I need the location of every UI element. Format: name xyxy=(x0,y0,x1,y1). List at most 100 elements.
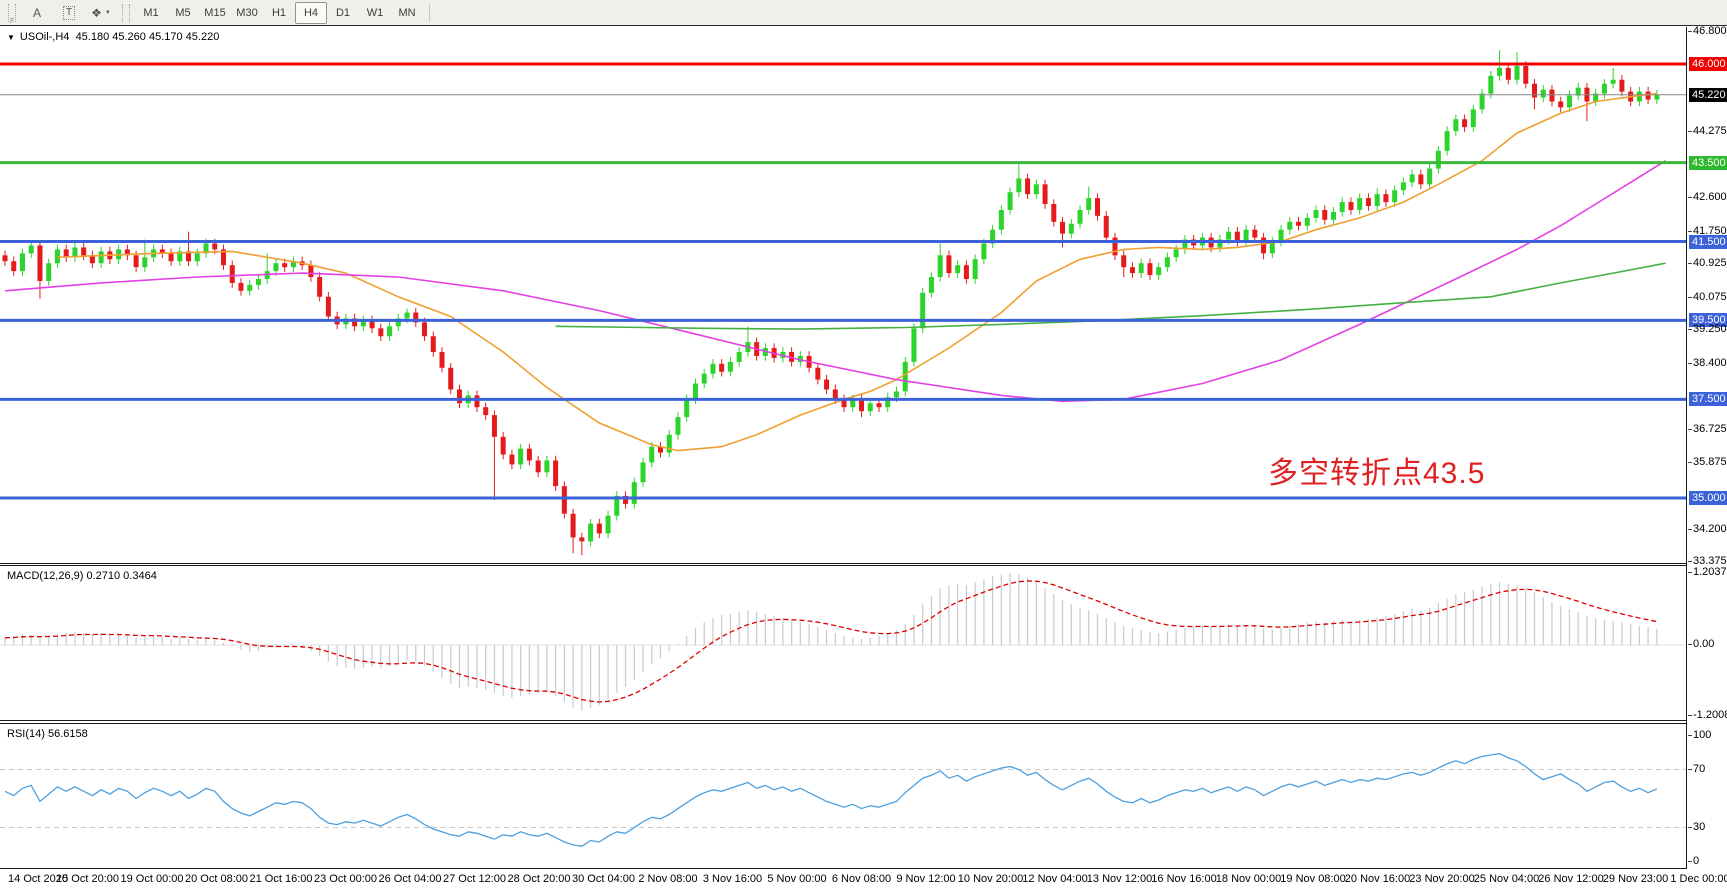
price-label-39.250: 39.250 xyxy=(1688,323,1727,336)
timeframe-button-w1[interactable]: W1 xyxy=(366,6,384,19)
main-chart-plot[interactable]: ▼ USOil-,H4 45.180 45.260 45.170 45.220 多… xyxy=(0,27,1687,564)
time-label: 20 Oct 08:00 xyxy=(185,873,248,885)
text-tool-icon: A xyxy=(32,5,41,20)
price-label-33.375: 33.375 xyxy=(1688,555,1727,568)
time-label: 23 Nov 20:00 xyxy=(1409,873,1475,885)
price-label-39.500: 39.500 xyxy=(1689,313,1727,328)
price-label-38.400: 38.400 xyxy=(1688,356,1727,369)
time-label: 15 Oct 20:00 xyxy=(56,873,119,885)
time-label: 12 Nov 04:00 xyxy=(1022,873,1088,885)
timeframe-toolbar-grip[interactable] xyxy=(122,3,130,22)
label-tool-icon: T xyxy=(62,5,76,20)
price-label-35.000: 35.000 xyxy=(1689,490,1727,505)
time-label: 26 Nov 12:00 xyxy=(1538,873,1604,885)
label-tool-button[interactable]: T xyxy=(53,2,85,24)
timeframe-button-d1[interactable]: D1 xyxy=(335,6,351,19)
price-label-40.925: 40.925 xyxy=(1688,257,1727,270)
text-tool-button[interactable]: A xyxy=(21,2,53,24)
time-label: 28 Oct 20:00 xyxy=(507,873,571,885)
ma-trend-green xyxy=(555,262,1666,330)
time-label: 30 Oct 04:00 xyxy=(572,873,635,885)
time-label: 29 Nov 23:00 xyxy=(1602,873,1669,885)
time-label: 13 Nov 12:00 xyxy=(1086,873,1153,885)
time-label: 21 Oct 16:00 xyxy=(249,873,313,885)
arrows-tool-button[interactable]: ❖ ▼ xyxy=(85,2,117,24)
time-label: 5 Nov 00:00 xyxy=(767,873,827,885)
rsi-chart[interactable] xyxy=(0,724,1687,868)
rsi-label: RSI(14) 56.6158 xyxy=(7,728,88,740)
time-label: 16 Nov 16:00 xyxy=(1151,873,1217,885)
price-label-37.500: 37.500 xyxy=(1689,392,1727,407)
toolbar-grip[interactable]: F xyxy=(8,3,16,25)
time-label: 25 Nov 04:00 xyxy=(1473,873,1540,885)
time-axis[interactable]: 14 Oct 2020 15 Oct 20:00 19 Oct 00:00 20 Oc… xyxy=(0,869,1727,892)
price-label-46.800: 46.800 xyxy=(1688,25,1727,38)
time-label: 18 Nov 00:00 xyxy=(1215,873,1282,885)
scale-border xyxy=(1686,27,1687,869)
price-label-41.500: 41.500 xyxy=(1689,234,1727,249)
time-label: 19 Nov 08:00 xyxy=(1280,873,1346,885)
arrows-icon: ❖ xyxy=(91,5,102,20)
candlestick-chart[interactable] xyxy=(0,27,1687,563)
indicator-scale-label-30: 30 xyxy=(1687,821,1706,833)
candlestick-series xyxy=(2,50,1660,556)
timeframe-button-m5[interactable]: M5 xyxy=(175,6,191,19)
price-label-36.725: 36.725 xyxy=(1688,422,1727,435)
macd-signal-line xyxy=(4,580,1658,703)
chart-annotation-text[interactable]: 多空转折点43.5 xyxy=(1268,457,1486,490)
toolbar-separator xyxy=(429,3,430,22)
chart-dropdown-icon[interactable]: ▼ xyxy=(7,33,15,42)
indicator-scale-label--1.2008: -1.2008 xyxy=(1687,709,1727,722)
time-label: 27 Oct 12:00 xyxy=(443,873,506,885)
macd-label: MACD(12,26,9) 0.2710 0.3464 xyxy=(7,570,157,582)
price-scale[interactable]: 46.800 46.000 45.220 44.275 43.500 42.600 41.7… xyxy=(1687,25,1727,868)
time-label: 19 Oct 00:00 xyxy=(120,873,184,885)
price-label-44.275: 44.275 xyxy=(1688,125,1727,138)
chart-ohlc-values: 45.180 45.260 45.170 45.220 xyxy=(75,31,220,43)
macd-panel[interactable]: MACD(12,26,9) 0.2710 0.3464 xyxy=(0,565,1687,721)
timeframe-button-h4[interactable]: H4 xyxy=(295,1,327,24)
price-label-46.000: 46.000 xyxy=(1689,57,1727,71)
rsi-panel[interactable]: RSI(14) 56.6158 xyxy=(0,723,1687,869)
time-label: 1 Dec 00:00 xyxy=(1670,873,1727,885)
time-label: 20 Nov 16:00 xyxy=(1344,873,1411,885)
price-label-34.200: 34.200 xyxy=(1688,522,1727,535)
timeframe-button-group: M1 M5 M15 M30 H1 H4 D1 W1 MN xyxy=(135,1,423,24)
time-label: 2 Nov 08:00 xyxy=(638,873,698,885)
timeframe-button-h1[interactable]: H1 xyxy=(271,6,287,19)
horizontal-level-lines xyxy=(0,62,1687,500)
indicator-scale-label-100: 100 xyxy=(1687,729,1712,741)
time-label: 10 Nov 20:00 xyxy=(957,873,1024,885)
time-label: 9 Nov 12:00 xyxy=(896,873,956,885)
timeframe-button-m1[interactable]: M1 xyxy=(143,6,159,19)
ma-fast-orange xyxy=(57,92,1657,452)
indicator-scale-label-70: 70 xyxy=(1687,763,1706,775)
timeframe-button-mn[interactable]: MN xyxy=(398,6,416,19)
timeframe-button-m15[interactable]: M15 xyxy=(204,6,226,19)
price-label-40.075: 40.075 xyxy=(1688,290,1727,303)
price-label-35.875: 35.875 xyxy=(1688,456,1727,469)
time-label: 3 Nov 16:00 xyxy=(702,873,763,885)
ma-slow-magenta xyxy=(4,160,1667,403)
price-label-45.220: 45.220 xyxy=(1689,87,1727,102)
indicator-scale-label-0.00: 0.00 xyxy=(1687,638,1715,650)
time-label: 6 Nov 08:00 xyxy=(831,873,892,885)
price-label-43.500: 43.500 xyxy=(1689,155,1727,170)
chevron-down-icon: ▼ xyxy=(104,9,111,16)
chart-symbol-period: USOil-,H4 xyxy=(19,31,70,43)
price-label-42.600: 42.600 xyxy=(1688,191,1727,204)
timeframe-button-m30[interactable]: M30 xyxy=(236,6,258,19)
chart-title: ▼ USOil-,H4 45.180 45.260 45.170 45.220 xyxy=(7,31,219,43)
time-label: 26 Oct 04:00 xyxy=(378,873,442,885)
indicator-scale-label-1.2037: 1.2037 xyxy=(1688,566,1727,578)
rsi-line xyxy=(4,752,1658,847)
macd-histogram xyxy=(4,573,1658,711)
indicator-scale-label-0: 0 xyxy=(1687,855,1700,867)
macd-chart[interactable] xyxy=(0,566,1687,720)
price-label-41.750: 41.750 xyxy=(1688,224,1727,237)
time-label: 23 Oct 00:00 xyxy=(314,873,377,885)
time-label: 14 Oct 2020 xyxy=(8,873,68,885)
toolbar: F A T ❖ ▼ M1 M5 M15 M30 H1 H4 D1 W1 MN xyxy=(0,0,1727,26)
grip-f-label: F xyxy=(10,17,15,25)
